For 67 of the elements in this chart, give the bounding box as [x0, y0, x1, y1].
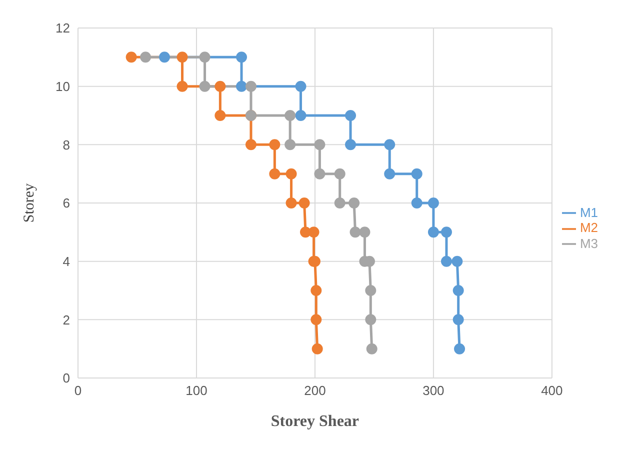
point — [452, 314, 464, 326]
point — [308, 226, 320, 238]
point — [199, 80, 210, 92]
point — [350, 226, 361, 238]
y-tick-label: 12 — [56, 20, 70, 36]
point — [295, 80, 306, 92]
point — [454, 343, 466, 354]
point — [411, 198, 422, 208]
point — [384, 168, 396, 180]
point — [345, 110, 356, 121]
x-axis-title: Storey Shear — [270, 413, 360, 430]
y-tick-label: 10 — [56, 78, 70, 94]
point — [236, 80, 248, 92]
point — [286, 168, 297, 180]
point — [286, 198, 297, 208]
point — [334, 168, 346, 180]
point — [284, 110, 296, 121]
x-tick-label: 400 — [541, 383, 563, 398]
point — [334, 198, 346, 208]
x-tick-label: 300 — [422, 383, 444, 398]
point — [269, 168, 280, 180]
point — [411, 168, 422, 180]
point — [359, 226, 370, 238]
point — [176, 52, 188, 63]
point — [440, 226, 452, 238]
point — [245, 139, 256, 150]
point — [284, 139, 296, 150]
y-tick-label: 0 — [62, 370, 70, 386]
point — [214, 80, 226, 92]
point — [245, 80, 256, 92]
point — [298, 198, 310, 208]
point — [314, 139, 326, 150]
point — [312, 343, 323, 354]
y-tick-label: 6 — [62, 196, 70, 211]
point — [236, 52, 248, 63]
x-tick-label: 0 — [74, 383, 82, 398]
legend-label: M2 — [580, 220, 598, 236]
point — [158, 52, 170, 63]
point — [214, 110, 226, 121]
point — [384, 139, 396, 150]
point — [452, 285, 464, 296]
legend-label: M1 — [580, 204, 598, 220]
point — [314, 168, 326, 180]
point — [295, 110, 306, 121]
point — [199, 52, 210, 63]
point — [176, 80, 188, 92]
point — [140, 52, 152, 63]
point — [366, 343, 378, 354]
point — [310, 314, 322, 326]
point — [365, 285, 376, 296]
x-tick-label: 100 — [186, 383, 208, 398]
y-tick-label: 4 — [62, 254, 70, 269]
point — [269, 139, 280, 150]
legend-label: M3 — [580, 236, 598, 251]
point — [428, 198, 439, 208]
point — [365, 314, 376, 326]
point — [345, 139, 356, 150]
point — [452, 256, 463, 267]
x-tick-label: 200 — [304, 383, 326, 398]
point — [348, 198, 360, 208]
point — [126, 52, 137, 63]
point — [310, 285, 322, 296]
y-axis-title: Storey — [21, 182, 38, 223]
point — [440, 256, 452, 267]
y-tick-label: 2 — [62, 312, 70, 328]
point — [428, 226, 439, 238]
y-tick-label: 8 — [62, 137, 70, 152]
